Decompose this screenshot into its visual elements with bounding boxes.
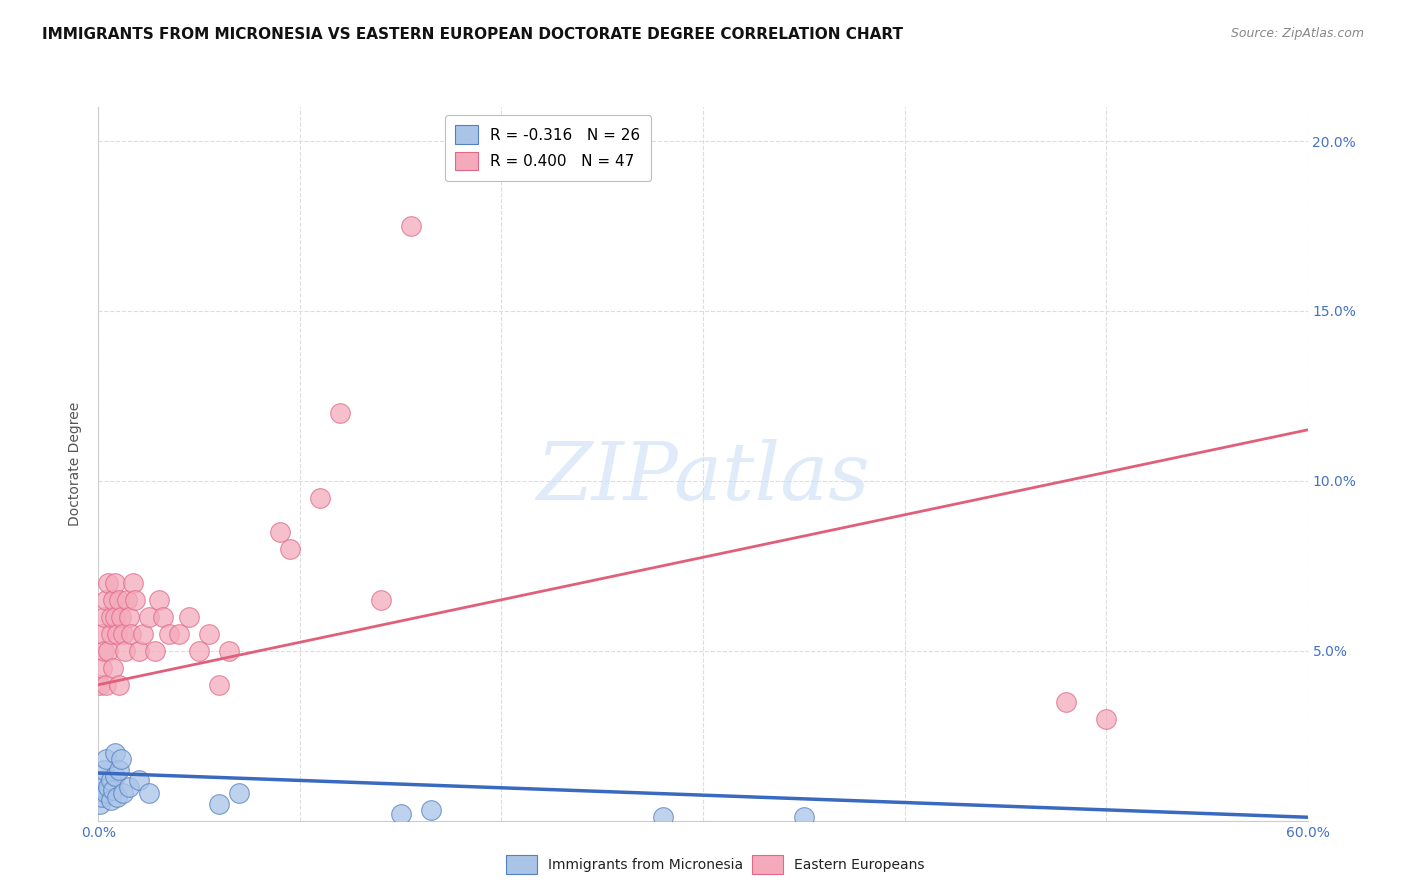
Point	[101, 592, 124, 607]
Point	[208, 678, 231, 692]
Point	[97, 780, 120, 794]
Point	[93, 772, 115, 787]
Text: IMMIGRANTS FROM MICRONESIA VS EASTERN EUROPEAN DOCTORATE DEGREE CORRELATION CHAR: IMMIGRANTS FROM MICRONESIA VS EASTERN EU…	[42, 27, 903, 42]
Point	[143, 644, 166, 658]
Point	[118, 609, 141, 624]
Point	[167, 626, 190, 640]
Point	[128, 772, 150, 787]
Point	[399, 219, 422, 233]
Point	[101, 661, 124, 675]
Point	[91, 661, 114, 675]
Point	[132, 626, 155, 640]
Point	[107, 592, 129, 607]
Point	[121, 575, 143, 590]
Point	[105, 789, 128, 804]
Point	[103, 609, 125, 624]
Point	[1095, 712, 1118, 726]
Point	[120, 626, 142, 640]
Point	[100, 793, 122, 807]
Point	[89, 678, 111, 692]
Point	[148, 592, 170, 607]
Point	[100, 626, 122, 640]
Point	[97, 644, 120, 658]
Text: ZIPatlas: ZIPatlas	[536, 440, 870, 516]
Text: Immigrants from Micronesia: Immigrants from Micronesia	[548, 858, 744, 872]
Point	[208, 797, 231, 811]
Text: Eastern Europeans: Eastern Europeans	[794, 858, 925, 872]
Point	[96, 592, 118, 607]
Point	[100, 772, 122, 787]
Point	[97, 575, 120, 590]
Point	[128, 644, 150, 658]
Point	[110, 752, 132, 766]
Point	[124, 592, 146, 607]
Point	[115, 592, 138, 607]
Point	[389, 806, 412, 821]
Point	[91, 626, 114, 640]
Point	[420, 804, 443, 818]
Point	[157, 626, 180, 640]
Point	[179, 609, 201, 624]
Point	[118, 780, 141, 794]
Point	[107, 763, 129, 777]
Text: Source: ZipAtlas.com: Source: ZipAtlas.com	[1230, 27, 1364, 40]
Point	[93, 609, 115, 624]
Point	[111, 787, 134, 801]
Point	[188, 644, 211, 658]
Point	[218, 644, 240, 658]
Point	[1054, 695, 1077, 709]
Point	[278, 541, 301, 556]
Point	[793, 810, 815, 824]
Point	[651, 810, 673, 824]
Point	[91, 780, 114, 794]
Point	[103, 769, 125, 783]
Point	[329, 406, 352, 420]
Point	[101, 783, 124, 797]
Point	[89, 797, 111, 811]
Point	[114, 644, 136, 658]
Point	[138, 787, 160, 801]
Point	[309, 491, 332, 505]
Point	[111, 626, 134, 640]
Point	[100, 609, 122, 624]
Point	[198, 626, 221, 640]
Point	[107, 678, 129, 692]
Point	[105, 626, 128, 640]
Point	[370, 592, 392, 607]
Point	[103, 746, 125, 760]
Y-axis label: Doctorate Degree: Doctorate Degree	[69, 401, 83, 526]
Point	[228, 787, 250, 801]
Point	[152, 609, 174, 624]
Point	[96, 678, 118, 692]
Point	[96, 787, 118, 801]
Point	[269, 524, 291, 539]
Point	[93, 644, 115, 658]
Point	[96, 752, 118, 766]
Point	[110, 609, 132, 624]
Legend: R = -0.316   N = 26, R = 0.400   N = 47: R = -0.316 N = 26, R = 0.400 N = 47	[444, 115, 651, 181]
Point	[103, 575, 125, 590]
Point	[91, 789, 114, 804]
Point	[93, 763, 115, 777]
Point	[138, 609, 160, 624]
